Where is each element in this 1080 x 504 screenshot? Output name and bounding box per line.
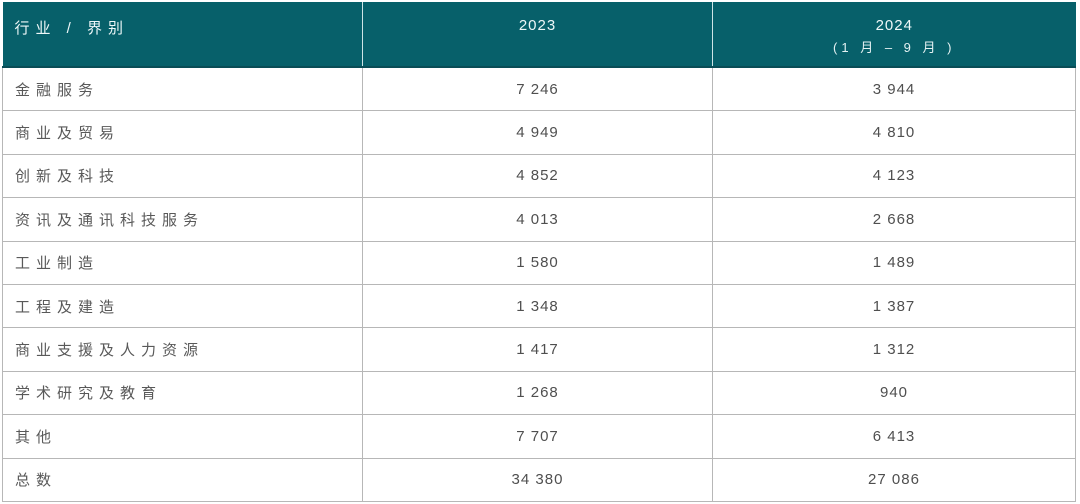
row-label: 其他 [2,414,363,459]
table-row: 金融服务 7 246 3 944 [2,66,1076,112]
table-header: 行业 / 界别 2023 2024 (1 月 – 9 月 ) [2,2,1076,68]
column-header-2023: 2023 [362,2,713,68]
value-2024: 3 944 [712,66,1076,112]
column-header-2024-label: 2024 [875,17,913,34]
value-2023: 1 348 [362,283,713,329]
value-2023: 1 580 [362,240,713,285]
column-header-industry-label: 行业 / 界别 [14,20,130,37]
value-2024-total: 27 086 [712,457,1076,502]
row-label: 工业制造 [2,240,363,285]
column-header-2024-sublabel: (1 月 – 9 月 ) [833,40,956,55]
value-2024: 4 810 [712,110,1076,155]
table-row: 创新及科技 4 852 4 123 [2,153,1076,199]
value-2024: 1 489 [712,240,1076,285]
value-2024: 940 [712,370,1076,416]
row-label: 创新及科技 [2,153,363,199]
value-2023-total: 34 380 [362,457,713,502]
row-label: 学术研究及教育 [2,370,363,416]
value-2024: 2 668 [712,197,1076,242]
table-row-total: 总数 34 380 27 086 [2,457,1076,502]
table-row: 商业及贸易 4 949 4 810 [2,110,1076,155]
row-label: 商业及贸易 [2,110,363,155]
table-row: 学术研究及教育 1 268 940 [2,370,1076,416]
row-label: 商业支援及人力资源 [2,327,363,372]
row-label: 金融服务 [2,66,363,112]
table-row: 工业制造 1 580 1 489 [2,240,1076,285]
row-label: 工程及建造 [2,283,363,329]
value-2023: 4 949 [362,110,713,155]
row-label-total: 总数 [2,457,363,502]
column-header-2024: 2024 (1 月 – 9 月 ) [712,2,1076,68]
table-row: 其他 7 707 6 413 [2,414,1076,459]
value-2024: 6 413 [712,414,1076,459]
column-header-industry: 行业 / 界别 [2,2,363,68]
value-2023: 4 013 [362,197,713,242]
value-2023: 7 707 [362,414,713,459]
header-row: 行业 / 界别 2023 2024 (1 月 – 9 月 ) [2,2,1076,68]
value-2023: 7 246 [362,66,713,112]
value-2023: 1 417 [362,327,713,372]
table-body: 金融服务 7 246 3 944 商业及贸易 4 949 4 810 创新及科技… [2,66,1076,502]
table-row: 商业支援及人力资源 1 417 1 312 [2,327,1076,372]
column-header-2023-label: 2023 [518,17,557,34]
table-row: 工程及建造 1 348 1 387 [2,283,1076,329]
value-2024: 4 123 [712,153,1076,199]
row-label: 资讯及通讯科技服务 [2,197,363,242]
table-row: 资讯及通讯科技服务 4 013 2 668 [2,197,1076,242]
value-2024: 1 312 [712,327,1076,372]
value-2024: 1 387 [712,283,1076,329]
value-2023: 4 852 [362,153,713,199]
value-2023: 1 268 [362,370,713,416]
